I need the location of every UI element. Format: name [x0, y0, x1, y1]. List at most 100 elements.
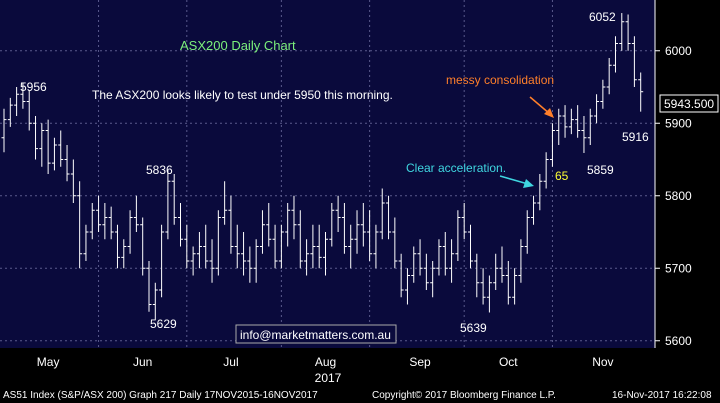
arrow-orange-head — [544, 108, 554, 118]
ohlc-bar — [461, 203, 467, 240]
x-tick-label: Jun — [133, 355, 152, 369]
price-bars — [1, 13, 644, 320]
ohlc-bar — [247, 246, 253, 283]
ohlc-bar — [379, 188, 385, 240]
ohlc-bar — [146, 261, 152, 312]
ohlc-bar — [562, 105, 568, 138]
ohlc-bar — [108, 206, 114, 240]
annotation-5629: 5629 — [150, 317, 177, 331]
x-tick-label: Sep — [409, 355, 431, 369]
ohlc-bar — [329, 203, 335, 247]
ohlc-bar — [575, 105, 581, 138]
y-tick-label: 5700 — [665, 261, 692, 275]
arrow-cyan-head — [523, 179, 534, 188]
ohlc-bar — [83, 224, 89, 261]
x-tick-label: Nov — [592, 355, 613, 369]
ohlc-bar — [272, 224, 278, 269]
x-tick-label: Oct — [499, 355, 518, 369]
ohlc-bar — [241, 232, 247, 276]
y-tick-label: 5800 — [665, 189, 692, 203]
ohlc-bar — [612, 36, 618, 73]
x-tick-label: May — [37, 355, 60, 369]
ohlc-bar — [442, 232, 448, 276]
ohlc-bar — [133, 195, 139, 232]
ohlc-bar — [436, 239, 442, 276]
ohlc-bar — [33, 116, 39, 160]
ohlc-bar — [39, 123, 45, 167]
ohlc-bar — [152, 282, 158, 320]
ohlc-bar — [26, 90, 32, 131]
ohlc-bar — [386, 195, 392, 240]
ohlc-bar — [190, 246, 196, 276]
ohlc-bar — [568, 108, 574, 135]
ohlc-bar — [486, 275, 492, 313]
ohlc-bar — [600, 79, 606, 109]
ohlc-bar — [543, 152, 549, 189]
ohlc-bar — [404, 268, 410, 305]
ohlc-bar — [1, 108, 7, 153]
footer-left: AS51 Index (S&P/ASX 200) Graph 217 Daily… — [3, 390, 318, 401]
ohlc-bar — [316, 224, 322, 269]
ohlc-bar — [171, 174, 177, 225]
annotation-5859: 5859 — [587, 163, 614, 177]
x-year-label: 2017 — [315, 371, 342, 385]
ohlc-bar — [51, 137, 57, 171]
ohlc-bar — [285, 203, 291, 247]
chart-subtitle: The ASX200 looks likely to test under 59… — [92, 88, 393, 102]
ohlc-bar — [165, 169, 171, 240]
footer-copyright: Copyright© 2017 Bloomberg Finance L.P. — [372, 390, 556, 401]
ohlc-bar — [266, 203, 272, 247]
annotation-5639: 5639 — [460, 321, 487, 335]
ohlc-bar — [228, 195, 234, 254]
grid-lines — [0, 0, 655, 348]
ohlc-bar — [304, 239, 310, 276]
ohlc-bar — [556, 108, 562, 145]
chart-title: ASX200 Daily Chart — [180, 38, 296, 53]
annotations: 5956 5836 5629 5639 5859 6052 5916 65 messy cons… — [20, 10, 649, 344]
ohlc-bar — [449, 239, 455, 283]
last-price-box — [659, 94, 719, 113]
last-price-label: 5943.500 — [664, 97, 714, 111]
y-tick-label: 6000 — [665, 44, 692, 58]
ohlc-bar — [512, 268, 518, 305]
ohlc-bar — [423, 253, 429, 290]
ohlc-bar — [367, 210, 373, 261]
ohlc-bar — [398, 253, 404, 298]
ohlc-bar — [411, 246, 417, 283]
ohlc-bar — [7, 97, 13, 127]
ohlc-bar — [360, 203, 366, 247]
ohlc-bar — [631, 36, 637, 87]
ohlc-bar — [209, 239, 215, 283]
footer-background — [0, 348, 720, 403]
ohlc-bar — [184, 224, 190, 269]
y-axis: 5600 5700 5800 5900 6000 — [654, 0, 692, 348]
ohlc-bar — [341, 203, 347, 254]
ohlc-bar — [297, 210, 303, 269]
ohlc-bar — [594, 94, 600, 124]
ohlc-bar — [203, 224, 209, 269]
ohlc-bar — [537, 174, 543, 211]
ohlc-bar — [480, 268, 486, 305]
ohlc-bar — [549, 123, 555, 167]
axis-background — [655, 0, 720, 348]
ohlc-bar — [581, 116, 587, 153]
ohlc-bar — [89, 203, 95, 240]
ohlc-bar — [58, 130, 64, 167]
ohlc-bar — [159, 224, 165, 298]
annotation-messy-consolidation: messy consolidation — [446, 73, 554, 87]
annotation-65: 65 — [555, 169, 569, 183]
annotation-clear-acceleration: Clear acceleration. — [406, 161, 506, 175]
ohlc-bar — [64, 145, 70, 182]
email-label: info@marketmatters.com.au — [240, 328, 391, 342]
ohlc-bar — [102, 203, 108, 240]
annotation-5956: 5956 — [20, 80, 47, 94]
ohlc-bar — [606, 58, 612, 95]
ohlc-bar — [474, 253, 480, 298]
ohlc-bar — [323, 232, 328, 276]
ohlc-bar — [96, 195, 102, 232]
ohlc-bar — [392, 217, 398, 269]
x-axis: May Jun Jul Aug Sep Oct Nov 2017 — [37, 355, 614, 385]
y-tick-label: 5900 — [665, 116, 692, 130]
ohlc-bar — [310, 224, 316, 269]
